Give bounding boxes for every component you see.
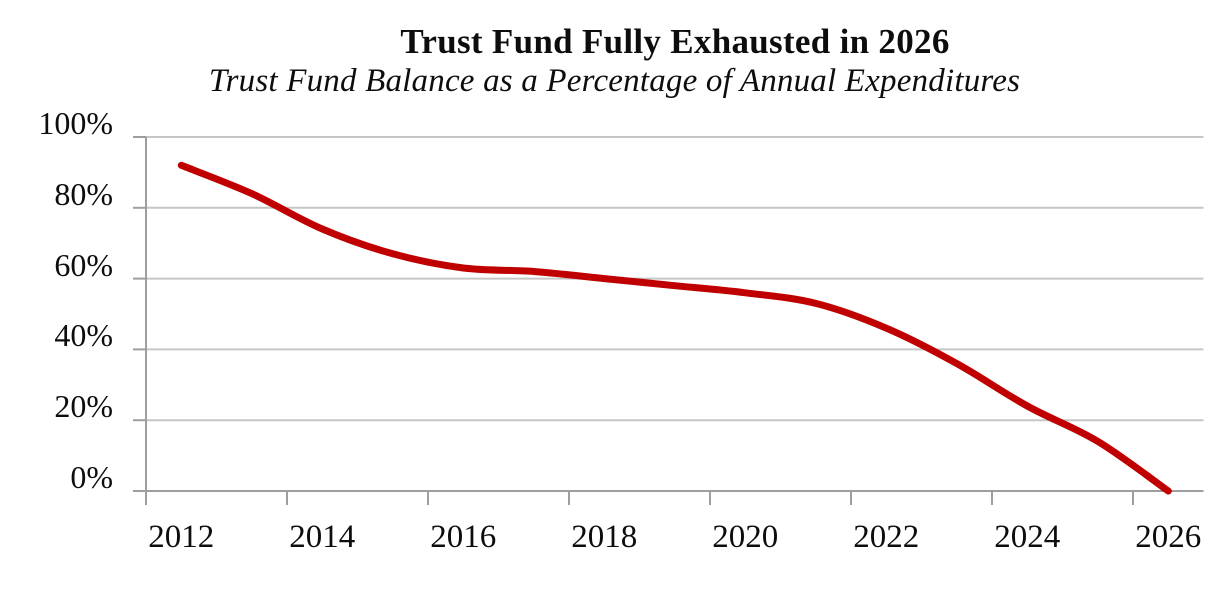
x-axis-label-2026: 2026 [1135, 519, 1202, 555]
chart-title: Trust Fund Fully Exhausted in 2026 [400, 22, 950, 61]
x-axis-label-2014: 2014 [289, 519, 356, 555]
x-axis-label-2018: 2018 [571, 519, 638, 555]
y-axis-label-20: 20% [54, 388, 113, 425]
x-axis-label-2022: 2022 [853, 519, 920, 555]
x-axis-label-2016: 2016 [430, 519, 497, 555]
y-axis-label-100: 100% [38, 105, 113, 141]
y-axis-label-0: 0% [70, 459, 113, 495]
x-axis-label-2012: 2012 [148, 519, 215, 555]
y-axis-label-40: 40% [54, 317, 113, 354]
chart-subtitle: Trust Fund Balance as a Percentage of An… [208, 63, 1021, 99]
x-axis-label-2024: 2024 [994, 519, 1061, 555]
y-axis-label-60: 60% [54, 246, 113, 283]
trust-fund-balance-line [177, 161, 1172, 495]
x-axis-label-2020: 2020 [712, 519, 779, 555]
y-axis-label-80: 80% [54, 175, 113, 212]
